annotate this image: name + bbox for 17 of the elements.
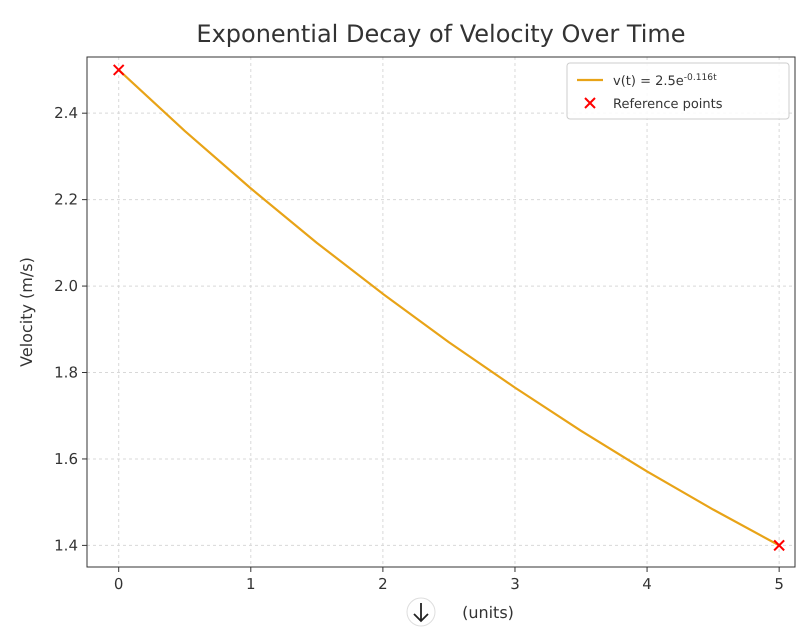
chart-title: Exponential Decay of Velocity Over Time (196, 20, 686, 48)
y-tick-label: 1.4 (54, 536, 78, 554)
y-tick-label: 1.8 (54, 364, 78, 382)
x-tick-label: 0 (114, 575, 124, 593)
y-tick-label: 1.6 (54, 450, 78, 468)
x-tick-label: 5 (774, 575, 784, 593)
x-tick-label: 1 (246, 575, 256, 593)
y-axis-title: Velocity (m/s) (17, 257, 36, 367)
y-tick-label: 2.4 (54, 104, 78, 122)
legend-label: Reference points (613, 97, 723, 112)
x-tick-label: 2 (378, 575, 388, 593)
x-tick-label: 4 (642, 575, 652, 593)
y-tick-label: 2.2 (54, 190, 78, 209)
legend-label: v(t) = 2.5e$^{-0.116t}$ (613, 73, 718, 89)
y-tick-label: 2.0 (54, 277, 78, 296)
x-tick-label: 3 (510, 575, 520, 593)
x-axis-title: (units) (462, 603, 514, 622)
